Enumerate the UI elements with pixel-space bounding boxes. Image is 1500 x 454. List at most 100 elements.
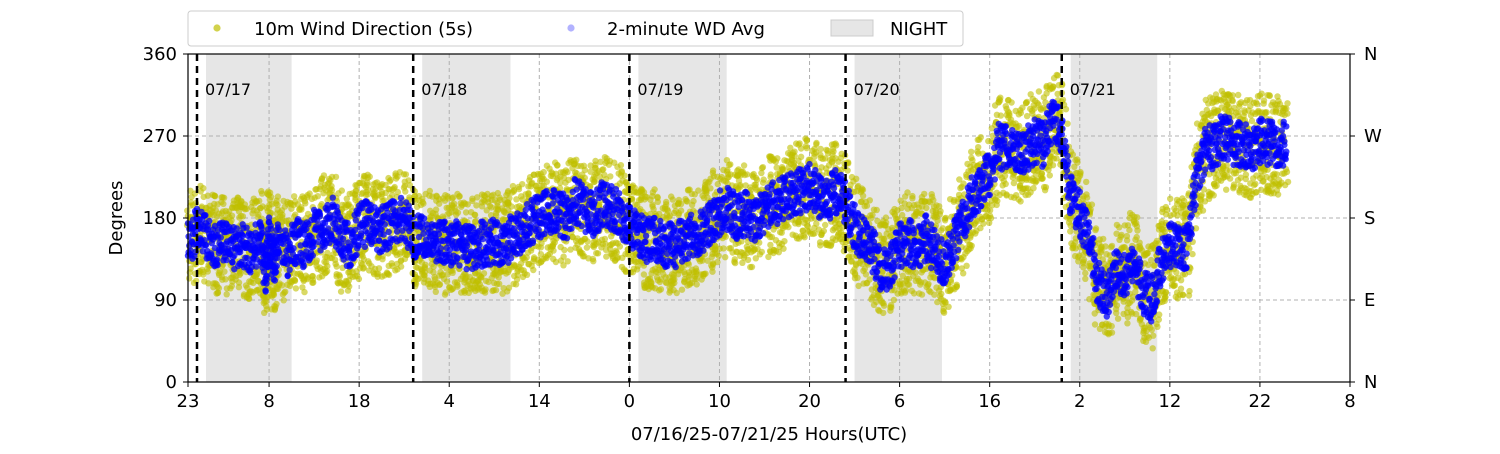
wd-5s-point	[1156, 311, 1162, 317]
wd-5s-point	[393, 175, 399, 181]
wd-5s-point	[1106, 330, 1112, 336]
wd-5s-point	[1167, 196, 1173, 202]
wd-5s-point	[323, 269, 329, 275]
wd-5s-point	[744, 171, 750, 177]
wd-5s-point	[584, 238, 590, 244]
wd-5s-point	[1129, 297, 1135, 303]
wd-5s-point	[554, 162, 560, 168]
wd-5s-point	[707, 185, 713, 191]
wd-5s-point	[913, 269, 919, 275]
wd-5s-point	[781, 238, 787, 244]
wd-5s-point	[379, 256, 385, 262]
wd-5s-point	[726, 162, 732, 168]
wd-5s-point	[1077, 169, 1083, 175]
wd-5s-point	[1163, 204, 1169, 210]
wd-5s-point	[1178, 286, 1184, 292]
wd-5s-point	[832, 140, 838, 146]
wd-5s-point	[1084, 194, 1090, 200]
wd-5s-point	[987, 207, 993, 213]
wd-5s-point	[1036, 88, 1042, 94]
wd-5s-point	[1030, 185, 1036, 191]
wd-5s-point	[436, 201, 442, 207]
wd-5s-point	[1109, 323, 1115, 329]
wd-5s-point	[1108, 244, 1114, 250]
wd-5s-point	[1145, 262, 1151, 268]
wd-5s-point	[473, 202, 479, 208]
wd-5s-point	[229, 283, 235, 289]
wd-5s-point	[482, 286, 488, 292]
wd-5s-point	[739, 260, 745, 266]
wd-5s-point	[779, 230, 785, 236]
wd-5s-point	[674, 290, 680, 296]
wd-5s-point	[818, 146, 824, 152]
wd-5s-point	[639, 187, 645, 193]
wd-5s-point	[902, 193, 908, 199]
wd-5s-point	[761, 176, 767, 182]
wd-5s-point	[338, 288, 344, 294]
wd-5s-point	[339, 187, 345, 193]
wd-5s-point	[1224, 162, 1230, 168]
wd-5s-point	[524, 254, 530, 260]
wd-5s-point	[1043, 184, 1049, 190]
wd-5s-point	[1150, 345, 1156, 351]
wd-5s-point	[1124, 320, 1130, 326]
wd-5s-point	[200, 185, 206, 191]
wd-5s-point	[271, 303, 277, 309]
wd-5s-point	[657, 279, 663, 285]
wd-5s-point	[398, 263, 404, 269]
wd-5s-point	[1207, 190, 1213, 196]
wd-5s-point	[753, 181, 759, 187]
wd-5s-point	[1230, 98, 1236, 104]
wd-5s-point	[978, 134, 984, 140]
wd-5s-point	[561, 247, 567, 253]
wd-5s-point	[969, 243, 975, 249]
wd-5s-point	[963, 263, 969, 269]
wd-5s-point	[421, 265, 427, 271]
wd-5s-point	[453, 208, 459, 214]
wd-5s-point	[980, 220, 986, 226]
wd-5s-point	[1114, 222, 1120, 228]
wd-5s-point	[333, 174, 339, 180]
wd-5s-point	[753, 175, 759, 181]
wd-5s-point	[779, 166, 785, 172]
wd-5s-point	[759, 249, 765, 255]
wd-5s-point	[985, 138, 991, 144]
wd-5s-point	[211, 193, 217, 199]
wd-5s-point	[305, 211, 311, 217]
wd-5s-point	[923, 205, 929, 211]
wd-5s-point	[716, 253, 722, 259]
wd-5s-point	[1172, 282, 1178, 288]
wd-5s-point	[292, 277, 298, 283]
wd-5s-point	[1223, 187, 1229, 193]
wd-5s-point	[801, 234, 807, 240]
wd-5s-point	[1015, 196, 1021, 202]
wd-5s-point	[1134, 227, 1140, 233]
wd-5s-point	[723, 178, 729, 184]
wd-5s-point	[456, 194, 462, 200]
wd-5s-point	[1083, 179, 1089, 185]
wd-5s-point	[822, 222, 828, 228]
wd-5s-point	[1199, 192, 1205, 198]
wd-5s-point	[372, 192, 378, 198]
wd-5s-point	[954, 283, 960, 289]
wd-5s-point	[913, 209, 919, 215]
wd-5s-point	[720, 245, 726, 251]
wd-5s-point	[921, 191, 927, 197]
wd-5s-point	[275, 193, 281, 199]
wd-5s-point	[1074, 159, 1080, 165]
wd-5s-point	[364, 179, 370, 185]
wd-5s-point	[257, 205, 263, 211]
wd-5s-point	[903, 287, 909, 293]
wd-5s-point	[1102, 243, 1108, 249]
wd-5s-point	[595, 250, 601, 256]
wd-5s-point	[858, 187, 864, 193]
wd-5s-point	[654, 194, 660, 200]
wd-5s-point	[265, 188, 271, 194]
wd-5s-point	[352, 191, 358, 197]
wd-5s-point	[420, 200, 426, 206]
wd-5s-point	[1082, 276, 1088, 282]
wd-5s-point	[621, 173, 627, 179]
wd-5s-point	[1050, 83, 1056, 89]
